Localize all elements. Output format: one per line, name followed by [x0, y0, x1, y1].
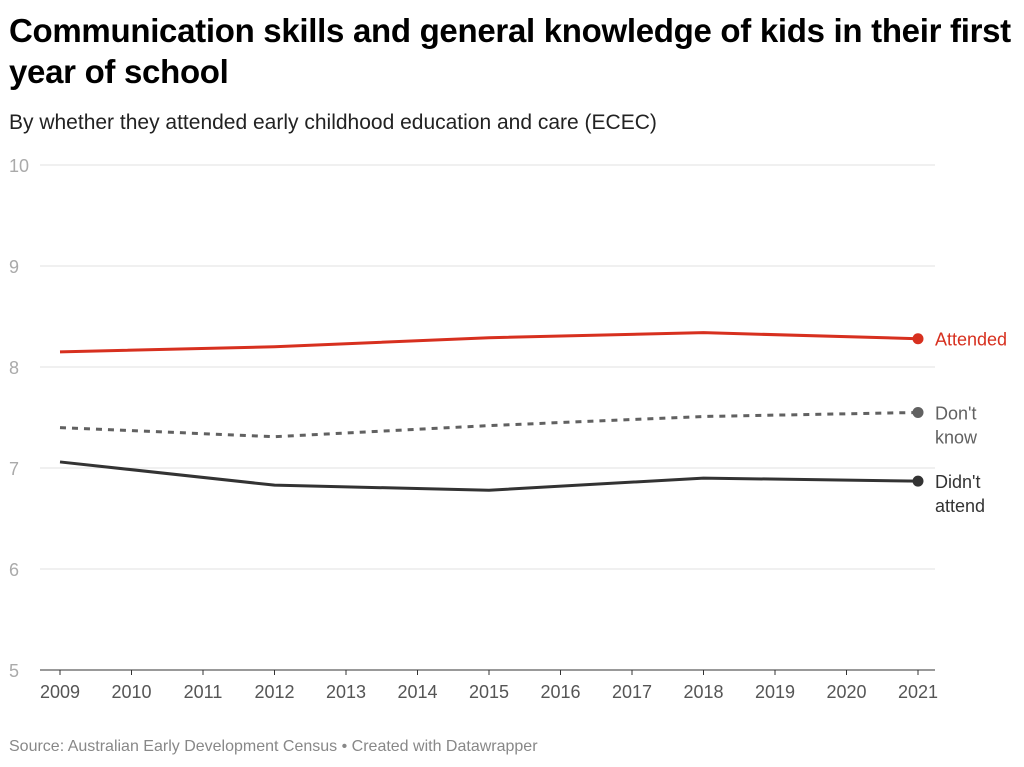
series-line-1: [59, 410, 919, 439]
series-label: Didn't: [935, 472, 980, 492]
x-tick-label: 2016: [540, 682, 580, 702]
y-tick-label: 8: [9, 358, 19, 378]
x-tick-label: 2011: [184, 682, 223, 702]
y-tick-label: 10: [9, 156, 29, 176]
x-tick-label: 2021: [898, 682, 938, 702]
series-line-0: [59, 331, 919, 354]
chart-subtitle: By whether they attended early childhood…: [9, 111, 657, 134]
source-note: Source: Australian Early Development Cen…: [9, 738, 538, 755]
x-tick-label: 2017: [612, 682, 652, 702]
x-tick-label: 2014: [397, 682, 437, 702]
series-label: attend: [935, 496, 985, 516]
y-tick-label: 5: [9, 661, 19, 681]
series-end-point: [912, 406, 924, 418]
x-tick-label: 2012: [254, 682, 294, 702]
x-tick-label: 2009: [40, 682, 80, 702]
x-tick-label: 2018: [683, 682, 723, 702]
x-tick-label: 2013: [326, 682, 366, 702]
series-end-point: [912, 333, 924, 345]
y-tick-label: 9: [9, 257, 19, 277]
y-tick-label: 6: [9, 560, 19, 580]
series-label: know: [935, 427, 978, 447]
y-tick-label: 7: [9, 459, 19, 479]
series-line-2: [59, 460, 919, 492]
x-tick-label: 2019: [755, 682, 795, 702]
series-end-point: [912, 475, 924, 487]
chart-title: Communication skills and general knowled…: [9, 12, 1011, 90]
x-tick-label: 2010: [111, 682, 151, 702]
x-tick-label: 2020: [826, 682, 866, 702]
series-label: Don't: [935, 403, 976, 423]
series-label: Attended: [935, 330, 1007, 350]
x-tick-label: 2015: [469, 682, 509, 702]
